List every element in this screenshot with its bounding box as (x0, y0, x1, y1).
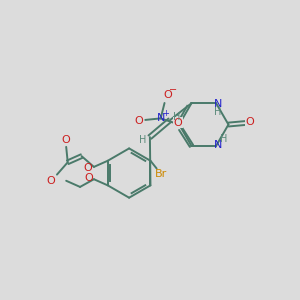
Text: +: + (162, 109, 169, 118)
Text: N: N (214, 140, 222, 150)
Text: O: O (173, 118, 182, 128)
Text: H: H (173, 112, 181, 122)
Text: O: O (46, 176, 55, 186)
Text: O: O (134, 116, 143, 126)
Text: Br: Br (155, 169, 167, 179)
Text: O: O (163, 90, 172, 100)
Text: N: N (157, 113, 165, 123)
Text: −: − (169, 85, 177, 95)
Text: O: O (84, 173, 93, 183)
Text: H: H (214, 107, 221, 117)
Text: H: H (139, 135, 147, 145)
Text: O: O (246, 117, 254, 127)
Text: H: H (220, 134, 227, 144)
Text: O: O (62, 135, 70, 145)
Text: O: O (83, 164, 92, 173)
Text: N: N (214, 99, 222, 109)
